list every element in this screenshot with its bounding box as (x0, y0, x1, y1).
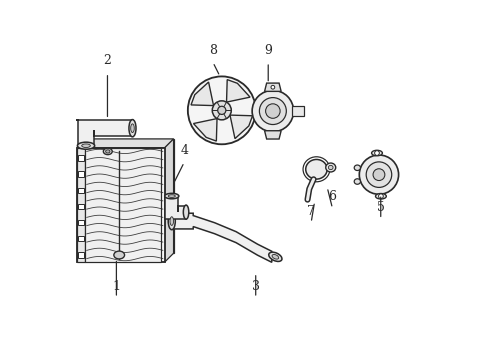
Polygon shape (226, 80, 250, 102)
Bar (78, 220, 84, 225)
Bar (77, 148, 165, 262)
Ellipse shape (129, 120, 136, 137)
Circle shape (359, 155, 398, 194)
Bar (86, 139, 173, 253)
Ellipse shape (272, 255, 279, 259)
Circle shape (379, 194, 383, 199)
Ellipse shape (82, 144, 90, 148)
Polygon shape (191, 82, 214, 105)
Ellipse shape (328, 165, 333, 170)
Circle shape (266, 104, 280, 118)
Circle shape (375, 151, 379, 156)
Ellipse shape (103, 148, 112, 155)
Ellipse shape (269, 252, 282, 261)
Text: 3: 3 (252, 279, 260, 293)
Ellipse shape (106, 150, 110, 153)
Polygon shape (230, 115, 252, 139)
Text: 4: 4 (180, 144, 188, 157)
Ellipse shape (306, 159, 327, 179)
Bar (78, 236, 84, 242)
Circle shape (218, 106, 226, 114)
Polygon shape (194, 118, 217, 141)
Polygon shape (265, 131, 281, 139)
Ellipse shape (170, 217, 173, 225)
Ellipse shape (375, 194, 386, 199)
Bar (85, 148, 161, 262)
Polygon shape (165, 196, 186, 219)
Bar (78, 171, 84, 177)
Circle shape (188, 76, 256, 144)
Polygon shape (77, 139, 173, 148)
Bar (78, 188, 84, 193)
Text: 5: 5 (377, 201, 385, 214)
Ellipse shape (168, 212, 175, 230)
Circle shape (252, 90, 294, 132)
Text: 7: 7 (307, 204, 315, 217)
Ellipse shape (354, 165, 361, 171)
Ellipse shape (131, 124, 134, 132)
Circle shape (212, 101, 231, 120)
Polygon shape (76, 120, 132, 146)
Polygon shape (292, 106, 304, 116)
Ellipse shape (371, 150, 382, 156)
Circle shape (271, 85, 275, 89)
Text: 6: 6 (328, 190, 337, 203)
Text: 2: 2 (103, 54, 111, 67)
Ellipse shape (77, 142, 95, 149)
Polygon shape (165, 139, 173, 262)
Bar (77, 148, 85, 262)
Ellipse shape (354, 179, 361, 184)
Bar (78, 156, 84, 161)
Ellipse shape (168, 195, 175, 197)
Circle shape (373, 169, 385, 180)
Ellipse shape (165, 193, 179, 199)
Ellipse shape (326, 163, 336, 172)
Circle shape (366, 162, 392, 188)
Text: 1: 1 (112, 279, 121, 293)
Ellipse shape (114, 251, 124, 259)
Bar (78, 203, 84, 209)
Text: 8: 8 (209, 44, 217, 57)
Polygon shape (265, 83, 281, 91)
Circle shape (259, 98, 286, 125)
Ellipse shape (183, 205, 189, 219)
Polygon shape (172, 213, 272, 262)
Text: 9: 9 (264, 44, 272, 57)
Bar (78, 252, 84, 257)
